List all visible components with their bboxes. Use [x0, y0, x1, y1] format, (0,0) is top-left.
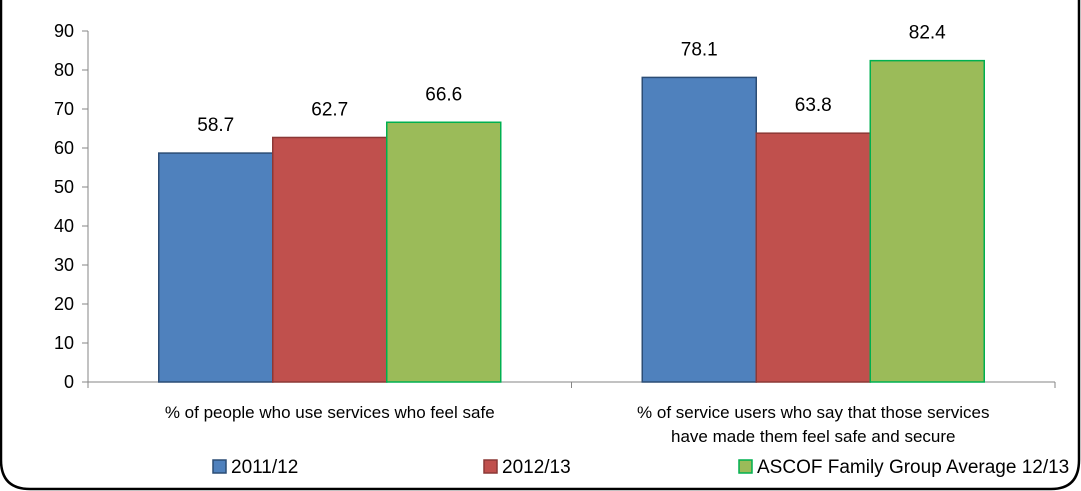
y-tick-label: 70	[54, 99, 74, 119]
bar	[273, 137, 387, 382]
y-tick-label: 60	[54, 138, 74, 158]
x-category-label: % of people who use services who feel sa…	[165, 403, 495, 422]
x-category-label-line: % of service users who say that those se…	[637, 403, 989, 422]
y-tick-label: 10	[54, 333, 74, 353]
data-label: 62.7	[311, 99, 348, 120]
data-label: 63.8	[795, 95, 832, 116]
bar	[159, 153, 273, 382]
bar	[642, 77, 756, 382]
x-category-label-line: % of people who use services who feel sa…	[165, 403, 495, 422]
data-label: 66.6	[425, 84, 462, 105]
x-axis: % of people who use services who feel sa…	[88, 382, 1055, 446]
bar	[387, 122, 501, 382]
data-label: 58.7	[197, 115, 234, 136]
x-category-label-line: have made them feel safe and secure	[671, 427, 955, 446]
bars	[159, 61, 985, 382]
y-tick-label: 0	[64, 372, 74, 392]
legend-label: 2011/12	[231, 457, 298, 478]
bar	[870, 61, 984, 382]
legend: 2011/12 2012/13 ASCOF Family Group Average…	[213, 457, 1069, 478]
bar	[756, 133, 870, 382]
legend-swatch	[484, 460, 497, 473]
legend-label: 2012/13	[502, 457, 571, 478]
y-tick-label: 90	[54, 21, 74, 41]
data-labels: 58.7 62.7 66.6 78.1 63.8 82.4	[197, 23, 946, 136]
y-tick-label: 30	[54, 255, 74, 275]
data-label: 78.1	[681, 39, 718, 60]
y-axis: 0 10 20 30 40 50 60 70 80 90	[54, 21, 88, 392]
x-category-label: % of service users who say that those se…	[637, 403, 989, 446]
legend-swatch	[739, 460, 752, 473]
legend-swatch	[213, 460, 226, 473]
y-tick-label: 20	[54, 294, 74, 314]
y-tick-label: 40	[54, 216, 74, 236]
y-tick-label: 50	[54, 177, 74, 197]
y-tick-label: 80	[54, 60, 74, 80]
legend-label: ASCOF Family Group Average 12/13	[757, 457, 1069, 478]
data-label: 82.4	[909, 23, 946, 44]
